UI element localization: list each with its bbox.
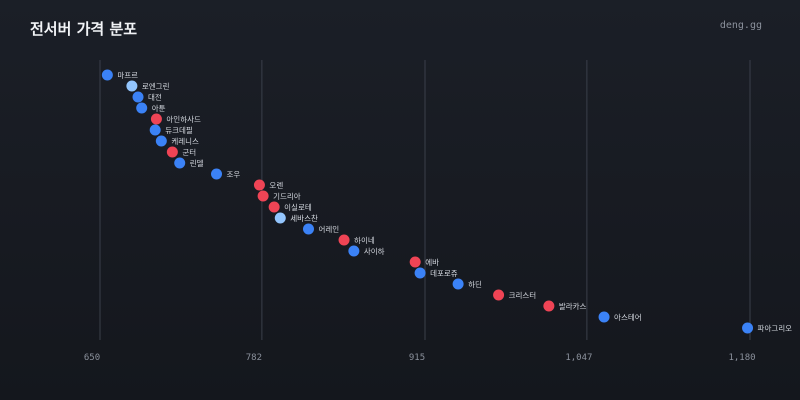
data-point[interactable] [150, 113, 162, 125]
brand-label: deng.gg [719, 20, 762, 31]
data-point[interactable] [598, 311, 610, 323]
point-label: 대전 [148, 92, 162, 102]
point-label: 사이하 [364, 246, 385, 256]
point-label: 데포로쥬 [430, 269, 458, 278]
point-label: 마프르 [117, 71, 138, 80]
point-label: 케레니스 [171, 137, 199, 146]
data-point[interactable] [166, 146, 178, 158]
x-tick-label: 650 [84, 353, 100, 363]
data-point[interactable] [493, 289, 505, 301]
data-point[interactable] [414, 267, 426, 279]
data-point[interactable] [132, 91, 144, 103]
point-label: 듀크데필 [165, 125, 193, 135]
data-point[interactable] [101, 69, 113, 81]
point-label: 로엔그린 [142, 81, 170, 91]
point-label: 파아그리오 [758, 323, 793, 333]
x-tick-label: 915 [409, 353, 425, 363]
point-label: 어레인 [318, 224, 339, 234]
data-point[interactable] [126, 80, 138, 92]
x-tick-label: 782 [246, 353, 262, 363]
data-points: 마프르로엔그린대전아툰아인하사드듀크데필케레니스군터린델조우오렌기드리아이실로테… [101, 69, 793, 334]
point-label: 에바 [425, 257, 439, 267]
data-point[interactable] [155, 135, 167, 147]
x-tick-label: 1,047 [565, 353, 592, 363]
data-point[interactable] [211, 168, 223, 180]
point-label: 하이네 [354, 235, 375, 245]
data-point[interactable] [409, 256, 421, 268]
point-label: 군터 [182, 148, 196, 157]
data-point[interactable] [136, 102, 148, 114]
point-label: 이실로테 [284, 202, 312, 212]
point-label: 아스테어 [614, 312, 642, 322]
data-point[interactable] [268, 201, 280, 213]
data-point[interactable] [543, 300, 555, 312]
grid-layer [99, 60, 751, 340]
point-label: 린델 [190, 158, 204, 168]
point-label: 기드리아 [273, 191, 301, 201]
data-point[interactable] [302, 223, 314, 235]
point-label: 오렌 [269, 180, 283, 190]
point-label: 발라카스 [559, 302, 587, 311]
point-label: 세바스찬 [290, 213, 318, 223]
data-point[interactable] [257, 190, 269, 202]
point-label: 아인하사드 [166, 114, 201, 124]
data-point[interactable] [348, 245, 360, 257]
chart-title: 전서버 가격 분포 [30, 20, 138, 38]
point-label: 아툰 [152, 103, 166, 113]
x-tick-label: 1,180 [728, 353, 755, 363]
data-point[interactable] [742, 322, 754, 334]
point-label: 하딘 [468, 279, 482, 289]
point-label: 조우 [227, 170, 241, 179]
x-axis-ticks: 650 782 915 1,047 1,180 [84, 353, 756, 363]
data-point[interactable] [338, 234, 350, 246]
point-label: 크리스터 [509, 291, 537, 300]
data-point[interactable] [174, 157, 186, 169]
data-point[interactable] [452, 278, 464, 290]
data-point[interactable] [274, 212, 286, 224]
data-point[interactable] [253, 179, 265, 191]
data-point[interactable] [149, 124, 161, 136]
